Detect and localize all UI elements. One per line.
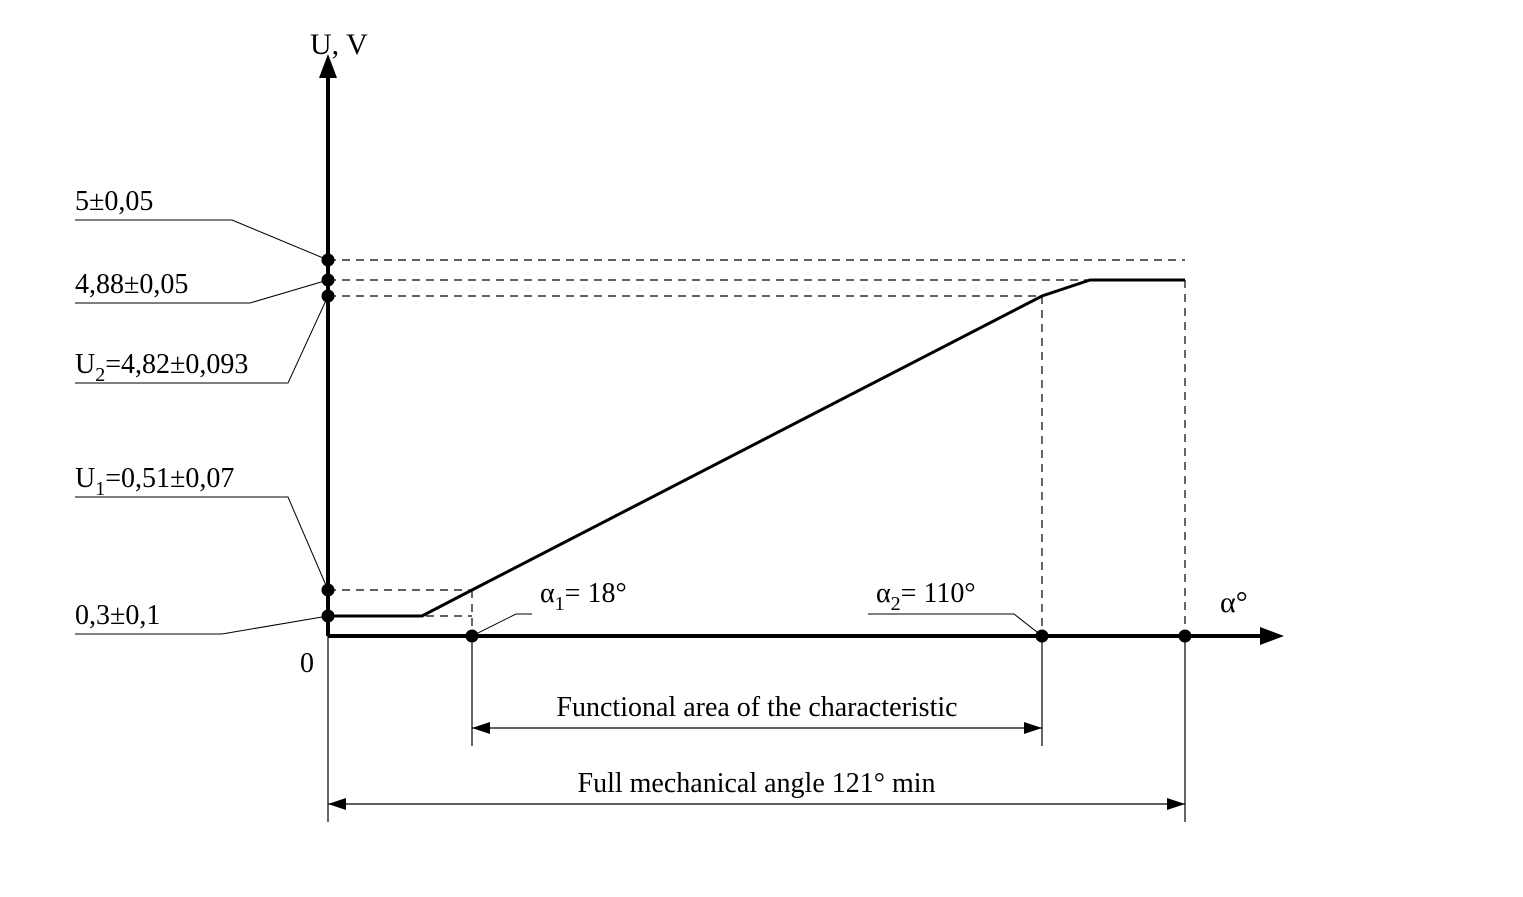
dim-label-full: Full mechanical angle 121° min: [578, 768, 936, 799]
y-tick-label: 0,3±0,1: [75, 600, 160, 631]
y-tick-label: 4,88±0,05: [75, 269, 188, 300]
dim-arrow: [472, 722, 490, 734]
characteristic-curve: [328, 280, 1185, 616]
y-tick-label: 5±0,05: [75, 186, 153, 217]
dim-arrow: [1024, 722, 1042, 734]
dim-label-functional: Functional area of the characteristic: [556, 692, 957, 723]
y-tick-label: U1=0,51±0,07: [75, 463, 234, 500]
leader-line: [75, 497, 328, 590]
leader-line: [472, 614, 532, 636]
leader-line: [75, 220, 328, 260]
x-annot-label: α2= 110°: [876, 578, 976, 615]
diagram-root: U, V α° 0 5±0,05 4,88±0,05 U2=4,82±0,093 U1=0,…: [0, 0, 1523, 897]
x-axis-title: α°: [1220, 586, 1248, 619]
leader-line: [868, 614, 1042, 636]
dim-arrow: [1167, 798, 1185, 810]
dim-arrow: [328, 798, 346, 810]
y-tick-label: U2=4,82±0,093: [75, 349, 248, 386]
y-axis-title: U, V: [310, 28, 368, 61]
x-axis-arrow: [1260, 627, 1284, 645]
x-annot-label: α1= 18°: [540, 578, 627, 615]
origin-label: 0: [300, 648, 314, 679]
